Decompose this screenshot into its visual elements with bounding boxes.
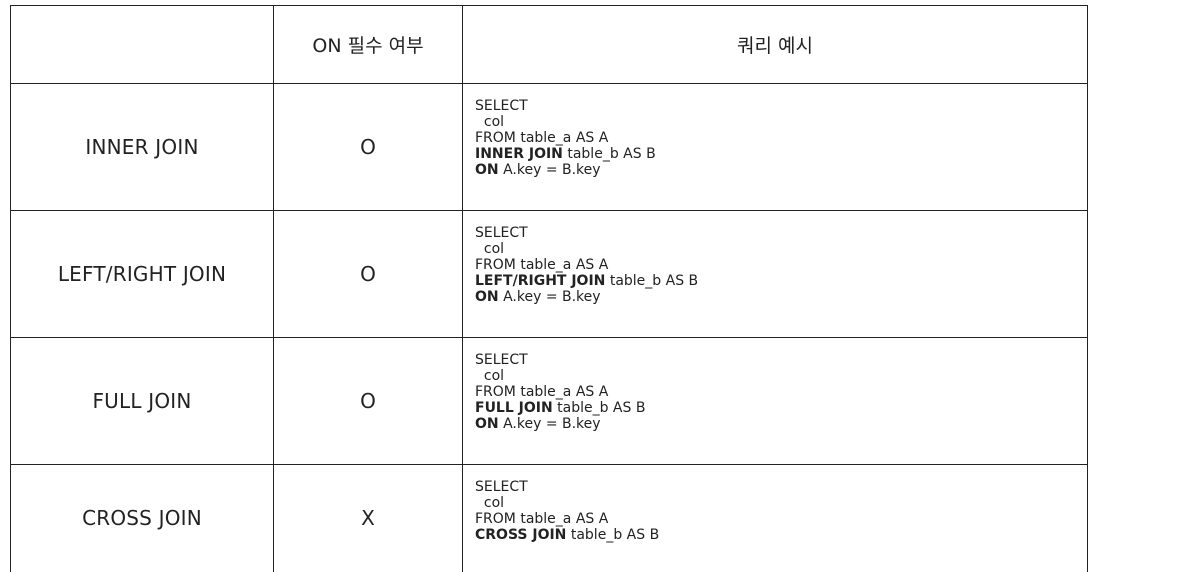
join-type-cell: FULL JOIN xyxy=(10,337,274,465)
on-keyword: ON xyxy=(475,416,499,432)
query-line: col xyxy=(475,114,505,130)
table-row: FULL JOIN O SELECT col FROM table_a AS A… xyxy=(10,337,1088,465)
query-text: table_b AS B xyxy=(605,273,699,289)
header-query-example: 쿼리 예시 xyxy=(462,5,1088,84)
query-line: col xyxy=(475,495,505,511)
query-example-cell: SELECT col FROM table_a AS A FULL JOIN t… xyxy=(462,337,1088,465)
on-keyword: ON xyxy=(475,162,499,178)
query-line: FROM table_a AS A xyxy=(475,257,609,273)
query-line: col xyxy=(475,241,505,257)
join-comparison-table: ON 필수 여부 쿼리 예시 INNER JOIN O SELECT col F… xyxy=(10,5,1088,572)
table-row: INNER JOIN O SELECT col FROM table_a AS … xyxy=(10,83,1088,211)
join-type-cell: CROSS JOIN xyxy=(10,464,274,572)
join-type-cell: INNER JOIN xyxy=(10,83,274,211)
query-line: ON A.key = B.key xyxy=(475,162,1087,178)
query-line: SELECT xyxy=(475,352,528,368)
query-line: FROM table_a AS A xyxy=(475,384,609,400)
query-line: FULL JOIN table_b AS B xyxy=(475,400,1087,416)
query-line: col xyxy=(475,368,505,384)
on-required-cell: O xyxy=(273,83,463,211)
on-required-cell: X xyxy=(273,464,463,572)
query-text: A.key = B.key xyxy=(498,416,601,432)
query-example-cell: SELECT col FROM table_a AS A INNER JOIN … xyxy=(462,83,1088,211)
query-line: SELECT xyxy=(475,225,528,241)
query-example-cell: SELECT col FROM table_a AS A CROSS JOIN … xyxy=(462,464,1088,572)
on-required-cell: O xyxy=(273,210,463,338)
table-row: LEFT/RIGHT JOIN O SELECT col FROM table_… xyxy=(10,210,1088,338)
query-text: table_b AS B xyxy=(552,400,646,416)
query-example-cell: SELECT col FROM table_a AS A LEFT/RIGHT … xyxy=(462,210,1088,338)
table-row: CROSS JOIN X SELECT col FROM table_a AS … xyxy=(10,464,1088,572)
query-line: INNER JOIN table_b AS B xyxy=(475,146,1087,162)
query-text: A.key = B.key xyxy=(498,289,601,305)
query-line: ON A.key = B.key xyxy=(475,289,1087,305)
join-keyword: CROSS JOIN xyxy=(475,527,567,543)
join-keyword: LEFT/RIGHT JOIN xyxy=(475,273,606,289)
query-line: SELECT xyxy=(475,98,528,114)
query-line: CROSS JOIN table_b AS B xyxy=(475,527,1087,543)
join-type-cell: LEFT/RIGHT JOIN xyxy=(10,210,274,338)
header-join-type xyxy=(10,5,274,84)
table-header-row: ON 필수 여부 쿼리 예시 xyxy=(10,5,1088,84)
query-text: table_b AS B xyxy=(562,146,656,162)
join-keyword: FULL JOIN xyxy=(475,400,553,416)
on-required-cell: O xyxy=(273,337,463,465)
query-line: ON A.key = B.key xyxy=(475,416,1087,432)
on-keyword: ON xyxy=(475,289,499,305)
header-on-required: ON 필수 여부 xyxy=(273,5,463,84)
query-text: A.key = B.key xyxy=(498,162,601,178)
query-line: SELECT xyxy=(475,479,528,495)
query-line: LEFT/RIGHT JOIN table_b AS B xyxy=(475,273,1087,289)
query-line: FROM table_a AS A xyxy=(475,511,609,527)
join-keyword: INNER JOIN xyxy=(475,146,563,162)
query-text: table_b AS B xyxy=(566,527,660,543)
query-line: FROM table_a AS A xyxy=(475,130,609,146)
